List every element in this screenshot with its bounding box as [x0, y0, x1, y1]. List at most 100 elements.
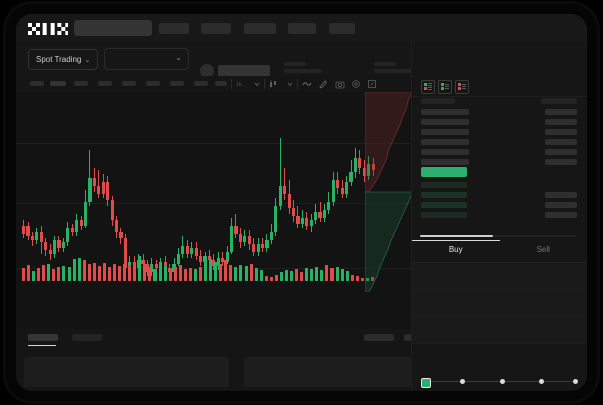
- candle: [309, 98, 313, 298]
- orderbook-ask-row[interactable]: [412, 108, 587, 117]
- coin-avatar: [200, 64, 214, 78]
- interval-3[interactable]: [74, 81, 88, 86]
- candle-body: [26, 226, 30, 236]
- orderbook-scrollbar-thumb[interactable]: [420, 235, 493, 237]
- bid-price: [421, 202, 467, 208]
- interval-9[interactable]: [215, 81, 227, 86]
- orderbook-scrollbar-track[interactable]: [420, 235, 577, 237]
- trading-pair-select[interactable]: ⌄: [104, 48, 189, 70]
- volume-bar: [47, 264, 51, 281]
- candle: [300, 98, 304, 298]
- candle: [345, 98, 349, 298]
- volume-bar: [365, 278, 369, 281]
- candle-body: [141, 260, 145, 264]
- volume-bar: [204, 261, 208, 281]
- volume-bar: [178, 265, 182, 281]
- candle: [199, 98, 203, 298]
- trading-mode-dropdown[interactable]: Spot Trading ⌄: [28, 49, 99, 70]
- okx-logo[interactable]: [28, 23, 68, 35]
- orderbook-bid-row[interactable]: [412, 201, 587, 210]
- nav-item-2[interactable]: [201, 23, 231, 34]
- interval-8[interactable]: [194, 81, 208, 86]
- orderbook-header-price: [421, 98, 455, 104]
- candle-body: [278, 186, 282, 206]
- candle-body: [97, 186, 101, 194]
- orderbook-ask-row[interactable]: [412, 138, 587, 147]
- candle: [234, 98, 238, 298]
- indicator-wave-icon[interactable]: [302, 79, 312, 89]
- orderbook-bid-row[interactable]: [412, 181, 587, 190]
- bottom-panel-order-history[interactable]: [244, 357, 414, 387]
- orderbook-ask-row[interactable]: [412, 128, 587, 137]
- time-dropdown-icon[interactable]: 1h: [235, 79, 245, 89]
- volume-bar: [320, 270, 324, 281]
- candle: [70, 98, 74, 298]
- volume-bar: [153, 269, 157, 281]
- chart-action-1[interactable]: [364, 334, 394, 341]
- chart-tab-depth[interactable]: [72, 334, 102, 341]
- orderbook-ask-row[interactable]: [412, 118, 587, 127]
- tab-sell[interactable]: Sell: [536, 245, 550, 254]
- interval-1[interactable]: [30, 81, 44, 86]
- orderbook-rows[interactable]: [412, 97, 587, 230]
- orderbook-mode-both[interactable]: [421, 80, 435, 94]
- slider-step-100[interactable]: [573, 379, 578, 384]
- interval-6[interactable]: [146, 81, 160, 86]
- candle-body: [336, 180, 340, 188]
- nav-item-5[interactable]: [329, 23, 355, 34]
- chart-tab-chart[interactable]: [28, 334, 58, 341]
- search-input[interactable]: [74, 20, 152, 36]
- candle-body: [309, 220, 313, 226]
- bottom-panel-open-orders[interactable]: [24, 357, 229, 387]
- nav-item-4[interactable]: [288, 23, 316, 34]
- interval-5[interactable]: [122, 81, 136, 86]
- slider-step-75[interactable]: [538, 379, 544, 384]
- candle-body: [35, 232, 39, 240]
- candle-body: [327, 202, 331, 210]
- toolbar-divider: [297, 79, 298, 89]
- interval-7[interactable]: [170, 81, 184, 86]
- orderbook-bid-row[interactable]: [412, 211, 587, 220]
- candle-body: [52, 240, 57, 254]
- candle-body: [260, 244, 265, 248]
- tab-buy[interactable]: Buy: [448, 245, 463, 254]
- slider-step-50[interactable]: [499, 379, 505, 384]
- candle-body: [216, 258, 220, 266]
- interval-4[interactable]: [98, 81, 112, 86]
- order-total-field[interactable]: [412, 317, 587, 344]
- candle-body: [229, 226, 234, 252]
- candle: [106, 98, 110, 298]
- interval-2[interactable]: [50, 81, 66, 86]
- nav-item-1[interactable]: [159, 23, 189, 34]
- chevron-down-icon[interactable]: [252, 79, 262, 89]
- candle: [238, 98, 242, 298]
- fullscreen-icon[interactable]: [367, 79, 377, 89]
- toolbar-divider: [264, 79, 265, 89]
- orderbook-mode-asks[interactable]: [455, 80, 469, 94]
- slider-knob[interactable]: [421, 378, 431, 388]
- candle-body: [30, 236, 35, 240]
- order-price-field[interactable]: [412, 263, 587, 290]
- candle: [322, 98, 327, 298]
- candle-body: [358, 158, 362, 168]
- slider-step-25[interactable]: [460, 379, 466, 384]
- orderbook-mode-bids[interactable]: [438, 80, 452, 94]
- orderbook-ask-row[interactable]: [412, 148, 587, 157]
- amount-percent-slider[interactable]: [421, 378, 578, 388]
- chevron-down-icon[interactable]: [285, 79, 295, 89]
- candle: [371, 98, 375, 298]
- orderbook-ask-row[interactable]: [412, 158, 587, 167]
- drawing-pencil-icon[interactable]: [318, 79, 328, 89]
- camera-icon[interactable]: [335, 79, 345, 89]
- nav-item-3[interactable]: [244, 23, 276, 34]
- orderbook-bid-row[interactable]: [412, 191, 587, 200]
- settings-gear-icon[interactable]: [351, 79, 361, 89]
- candle: [260, 98, 265, 298]
- candle: [61, 98, 65, 298]
- candle-type-icon[interactable]: [268, 79, 278, 89]
- price-chart[interactable]: [16, 92, 412, 329]
- volume-bar: [118, 266, 122, 281]
- candle-body: [92, 178, 96, 186]
- candle-body: [340, 188, 344, 194]
- order-amount-field[interactable]: [412, 290, 587, 317]
